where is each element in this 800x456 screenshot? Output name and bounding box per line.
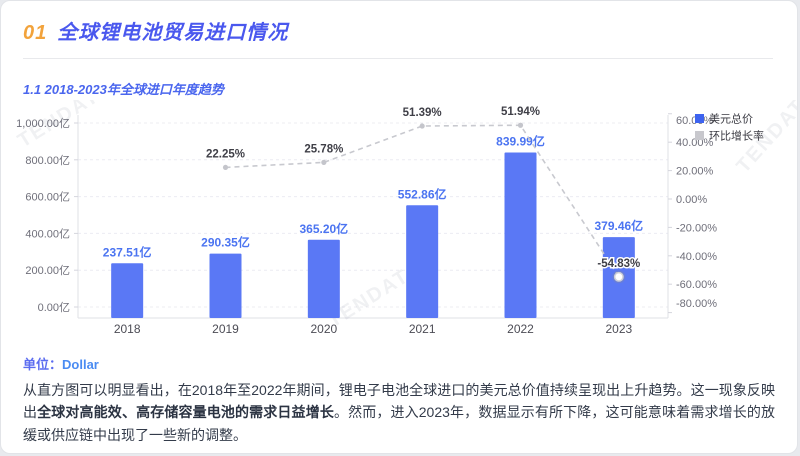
right-axis-label: 0.00% (676, 194, 707, 206)
x-axis-label: 2020 (310, 322, 337, 336)
right-axis-label: 20.00% (676, 166, 714, 178)
left-axis-label: 600.00亿 (25, 191, 70, 204)
bar-2022[interactable] (504, 152, 537, 318)
x-axis-label: 2022 (507, 322, 534, 336)
trend-chart: 1,000.00亿 800.00亿 600.00亿 400.00亿 200.00亿 0.0… (14, 100, 797, 336)
right-axis-label: 40.00% (676, 137, 714, 149)
growth-rate-label: 25.78% (304, 143, 343, 155)
line-point-2021[interactable] (419, 123, 425, 129)
analysis-paragraph: 从直方图可以明显看出，在2018年至2022年期间，锂电子电池全球进口的美元总价… (23, 379, 775, 446)
paragraph-part1: 从直方图可以明显看出，在2018年至2022年期间，锂电子电池全球进口的美元总价… (23, 382, 775, 421)
bar-value-label: 552.86亿 (398, 186, 447, 201)
growth-rate-label: 51.39% (403, 107, 442, 119)
left-axis-label: 200.00亿 (25, 264, 70, 277)
x-axis-label: 2018 (114, 322, 141, 336)
right-axis-label: -40.00% (676, 251, 717, 263)
header-divider (23, 58, 773, 59)
legend-label[interactable]: 环比增长率 (709, 129, 764, 143)
x-axis-label: 2023 (605, 322, 632, 336)
bar-2021[interactable] (406, 205, 439, 318)
report-header: 01 全球锂电池贸易进口情况 (1, 1, 797, 59)
left-axis-label: 1,000.00亿 (16, 117, 70, 130)
line-point-2019[interactable] (222, 164, 229, 171)
bar-value-label: 365.20亿 (299, 221, 348, 236)
legend-label[interactable]: 美元总价 (709, 112, 753, 126)
left-axis-label: 800.00亿 (25, 154, 70, 167)
unit-label: 单位： (23, 357, 63, 372)
x-axis-label: 2019 (212, 322, 239, 336)
watermark: TENDATA (14, 100, 116, 152)
right-axis-label: -80.00% (676, 298, 717, 310)
right-axis-label: 60.00% (676, 115, 714, 127)
growth-rate-label: -54.83% (597, 258, 640, 270)
bar-value-label: 237.51亿 (103, 244, 152, 259)
paragraph-bold: 全球对高能效、高存储容量电池的需求日益增长 (37, 404, 334, 421)
right-axis-label: -20.00% (676, 222, 717, 234)
bar-value-label: 839.99亿 (496, 133, 545, 148)
chart-subtitle: 1.1 2018-2023年全球进口年度趋势 (23, 82, 224, 97)
x-axis-label: 2021 (409, 322, 436, 336)
left-axis-label: 400.00亿 (25, 227, 70, 240)
right-axis-label: -60.00% (676, 279, 717, 291)
legend-swatch-bar[interactable] (695, 114, 704, 123)
bar-2018[interactable] (111, 263, 144, 318)
left-axis-label: 0.00亿 (38, 301, 70, 314)
paragraph-part2: 。然而，进入2023年，数据显示有所下降，这可能意味着需求增长的放缓或供应链中出… (23, 404, 776, 443)
unit-line: 单位：Dollar (23, 354, 775, 373)
bar-2019[interactable] (209, 253, 242, 318)
growth-rate-label: 22.25% (206, 148, 245, 160)
line-point-2022[interactable] (517, 122, 524, 128)
line-point-2023[interactable] (613, 271, 624, 282)
section-title: 全球锂电池贸易进口情况 (57, 22, 289, 44)
bar-value-label: 379.46亿 (594, 218, 643, 233)
growth-rate-line (225, 124, 620, 278)
section-number: 01 (23, 22, 48, 44)
growth-rate-label: 51.94% (501, 106, 540, 118)
line-point-2020[interactable] (321, 159, 327, 165)
page-title: 01 全球锂电池贸易进口情况 (23, 16, 775, 45)
legend-swatch-line[interactable] (695, 131, 704, 140)
unit-value: Dollar (62, 357, 99, 372)
chart-footer: 单位：Dollar 从直方图可以明显看出，在2018年至2022年期间，锂电子电… (23, 354, 775, 446)
bar-2020[interactable] (307, 239, 340, 318)
bar-value-label: 290.35亿 (201, 235, 250, 250)
